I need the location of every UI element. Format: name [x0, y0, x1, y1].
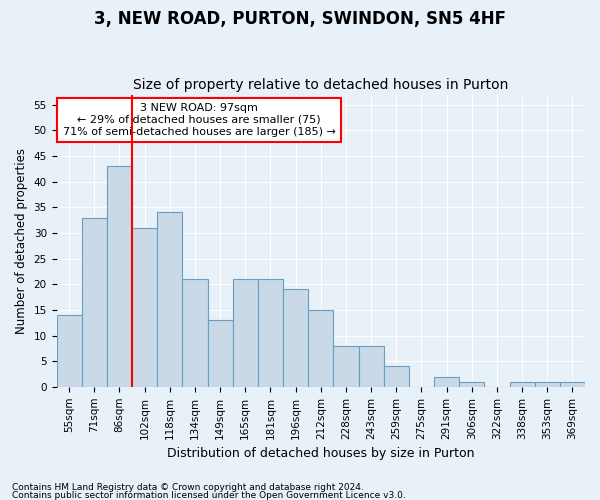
Bar — [359, 346, 383, 387]
Bar — [560, 382, 585, 387]
Text: 3 NEW ROAD: 97sqm
← 29% of detached houses are smaller (75)
71% of semi-detached: 3 NEW ROAD: 97sqm ← 29% of detached hous… — [63, 104, 335, 136]
Bar — [334, 346, 359, 387]
Bar — [208, 320, 233, 387]
Y-axis label: Number of detached properties: Number of detached properties — [15, 148, 28, 334]
Text: Contains public sector information licensed under the Open Government Licence v3: Contains public sector information licen… — [12, 490, 406, 500]
Bar — [157, 212, 182, 387]
X-axis label: Distribution of detached houses by size in Purton: Distribution of detached houses by size … — [167, 447, 475, 460]
Bar — [82, 218, 107, 387]
Bar — [107, 166, 132, 387]
Bar — [535, 382, 560, 387]
Bar — [283, 290, 308, 387]
Bar — [383, 366, 409, 387]
Bar — [308, 310, 334, 387]
Bar — [459, 382, 484, 387]
Bar — [56, 315, 82, 387]
Title: Size of property relative to detached houses in Purton: Size of property relative to detached ho… — [133, 78, 508, 92]
Bar — [132, 228, 157, 387]
Bar — [182, 279, 208, 387]
Text: Contains HM Land Registry data © Crown copyright and database right 2024.: Contains HM Land Registry data © Crown c… — [12, 484, 364, 492]
Bar — [509, 382, 535, 387]
Bar — [233, 279, 258, 387]
Text: 3, NEW ROAD, PURTON, SWINDON, SN5 4HF: 3, NEW ROAD, PURTON, SWINDON, SN5 4HF — [94, 10, 506, 28]
Bar — [434, 376, 459, 387]
Bar — [258, 279, 283, 387]
